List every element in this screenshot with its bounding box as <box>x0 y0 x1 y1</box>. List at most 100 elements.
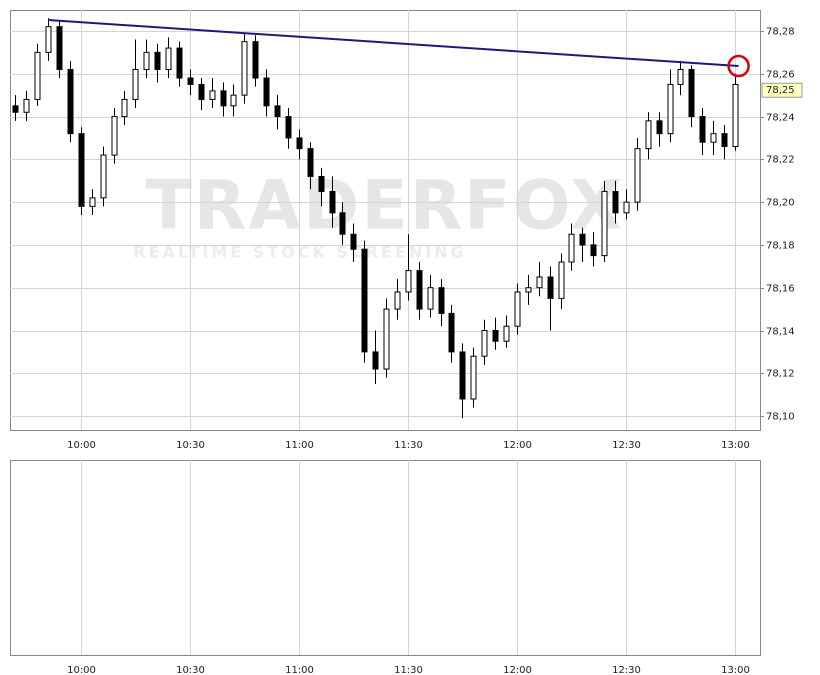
candle-body <box>514 291 521 327</box>
candle-body <box>492 330 499 342</box>
candle-body <box>405 270 412 293</box>
candle-body <box>241 41 248 96</box>
y-tick-label: 78,24 <box>766 113 795 124</box>
candle-body <box>339 212 346 235</box>
candle-body <box>220 90 227 107</box>
candle-body <box>176 47 183 79</box>
candle-body <box>132 68 139 100</box>
candle-body <box>558 261 565 299</box>
candle-body <box>623 201 630 214</box>
candle-body <box>285 116 292 139</box>
candle-body <box>274 105 281 118</box>
candles <box>12 18 739 419</box>
candle-body <box>601 190 608 257</box>
y-tick-label: 78,18 <box>766 241 795 252</box>
x-tick-label: 10:30 <box>176 665 205 675</box>
candle-body <box>78 133 85 207</box>
x-tick-label: 11:30 <box>394 665 423 675</box>
candle-body <box>154 51 161 70</box>
candle-body <box>198 83 205 100</box>
candle-body <box>394 291 401 310</box>
candle-body <box>34 51 41 100</box>
x-tick-label: 10:00 <box>67 440 96 451</box>
x-tick-label: 13:00 <box>721 440 750 451</box>
y-tick-label: 78,28 <box>766 27 795 38</box>
trendline <box>48 19 739 68</box>
candle-body <box>187 77 194 85</box>
candle-body <box>89 197 96 207</box>
candle-body <box>209 90 216 100</box>
candle-body <box>656 120 663 135</box>
candle-body <box>121 98 128 118</box>
y-tick-label: 78,14 <box>766 327 795 338</box>
y-tick-label: 78,22 <box>766 155 795 166</box>
candle-body <box>252 41 259 79</box>
candle-body <box>56 26 63 70</box>
candle-body <box>579 233 586 246</box>
candle-body <box>481 330 488 357</box>
signal-marker <box>727 54 750 78</box>
candle-body <box>677 68 684 85</box>
x-tick-label: 12:30 <box>612 440 641 451</box>
candle-body <box>307 148 314 177</box>
candle-body <box>165 47 172 70</box>
candle-body <box>688 68 695 118</box>
y-tick-label: 78,20 <box>766 198 795 209</box>
candle-body <box>230 94 237 107</box>
candle-body <box>612 190 619 214</box>
x-tick-label: 11:00 <box>285 440 314 451</box>
candle-body <box>503 325 510 342</box>
x-tick-label: 12:00 <box>503 440 532 451</box>
x-tick-label: 10:00 <box>67 665 96 675</box>
x-tick-label: 10:30 <box>176 440 205 451</box>
candle-body <box>732 83 739 148</box>
candle-body <box>296 137 303 150</box>
candle-body <box>525 287 532 293</box>
candle-body <box>329 190 336 214</box>
candle-body <box>699 116 706 143</box>
candle-body <box>427 287 434 310</box>
x-tick-label: 13:00 <box>721 665 750 675</box>
candle-body <box>459 351 466 400</box>
watermark-tagline: REALTIME STOCK SCREENING <box>133 243 467 262</box>
y-tick-label: 78,16 <box>766 284 795 295</box>
candle-body <box>111 116 118 156</box>
candle-body <box>590 244 597 257</box>
x-tick-label: 11:30 <box>394 440 423 451</box>
candle-body <box>67 68 74 135</box>
candle-body <box>438 287 445 314</box>
candle-body <box>710 133 717 143</box>
candle-body <box>23 98 30 113</box>
candle-body <box>383 308 390 370</box>
candle-body <box>645 120 652 150</box>
candle-body <box>12 105 19 113</box>
watermark-brand: TRADERFOX <box>146 167 625 246</box>
candle-body <box>416 270 423 310</box>
candle-body <box>536 276 543 289</box>
candle-body <box>350 233 357 250</box>
candle-body <box>547 276 554 299</box>
candle-body <box>100 154 107 199</box>
volume-panel <box>10 460 761 656</box>
candle-body <box>361 248 368 353</box>
candle-body <box>143 51 150 70</box>
last-price-label: 78,25 <box>766 85 795 96</box>
candle-body <box>45 26 52 53</box>
x-tick-label: 12:00 <box>503 665 532 675</box>
candle-body <box>448 312 455 353</box>
candle-body <box>721 133 728 148</box>
y-tick-label: 78,10 <box>766 412 795 423</box>
candle-body <box>470 355 477 400</box>
candle-body <box>568 233 575 263</box>
x-tick-label: 11:00 <box>285 665 314 675</box>
y-tick-label: 78,12 <box>766 369 795 380</box>
x-tick-label: 12:30 <box>612 665 641 675</box>
candle-body <box>372 351 379 370</box>
last-price-box <box>761 82 803 98</box>
y-tick-label: 78,26 <box>766 70 795 81</box>
candle-body <box>667 83 674 135</box>
candle-body <box>634 148 641 203</box>
overlay: 78,25 <box>48 19 803 98</box>
